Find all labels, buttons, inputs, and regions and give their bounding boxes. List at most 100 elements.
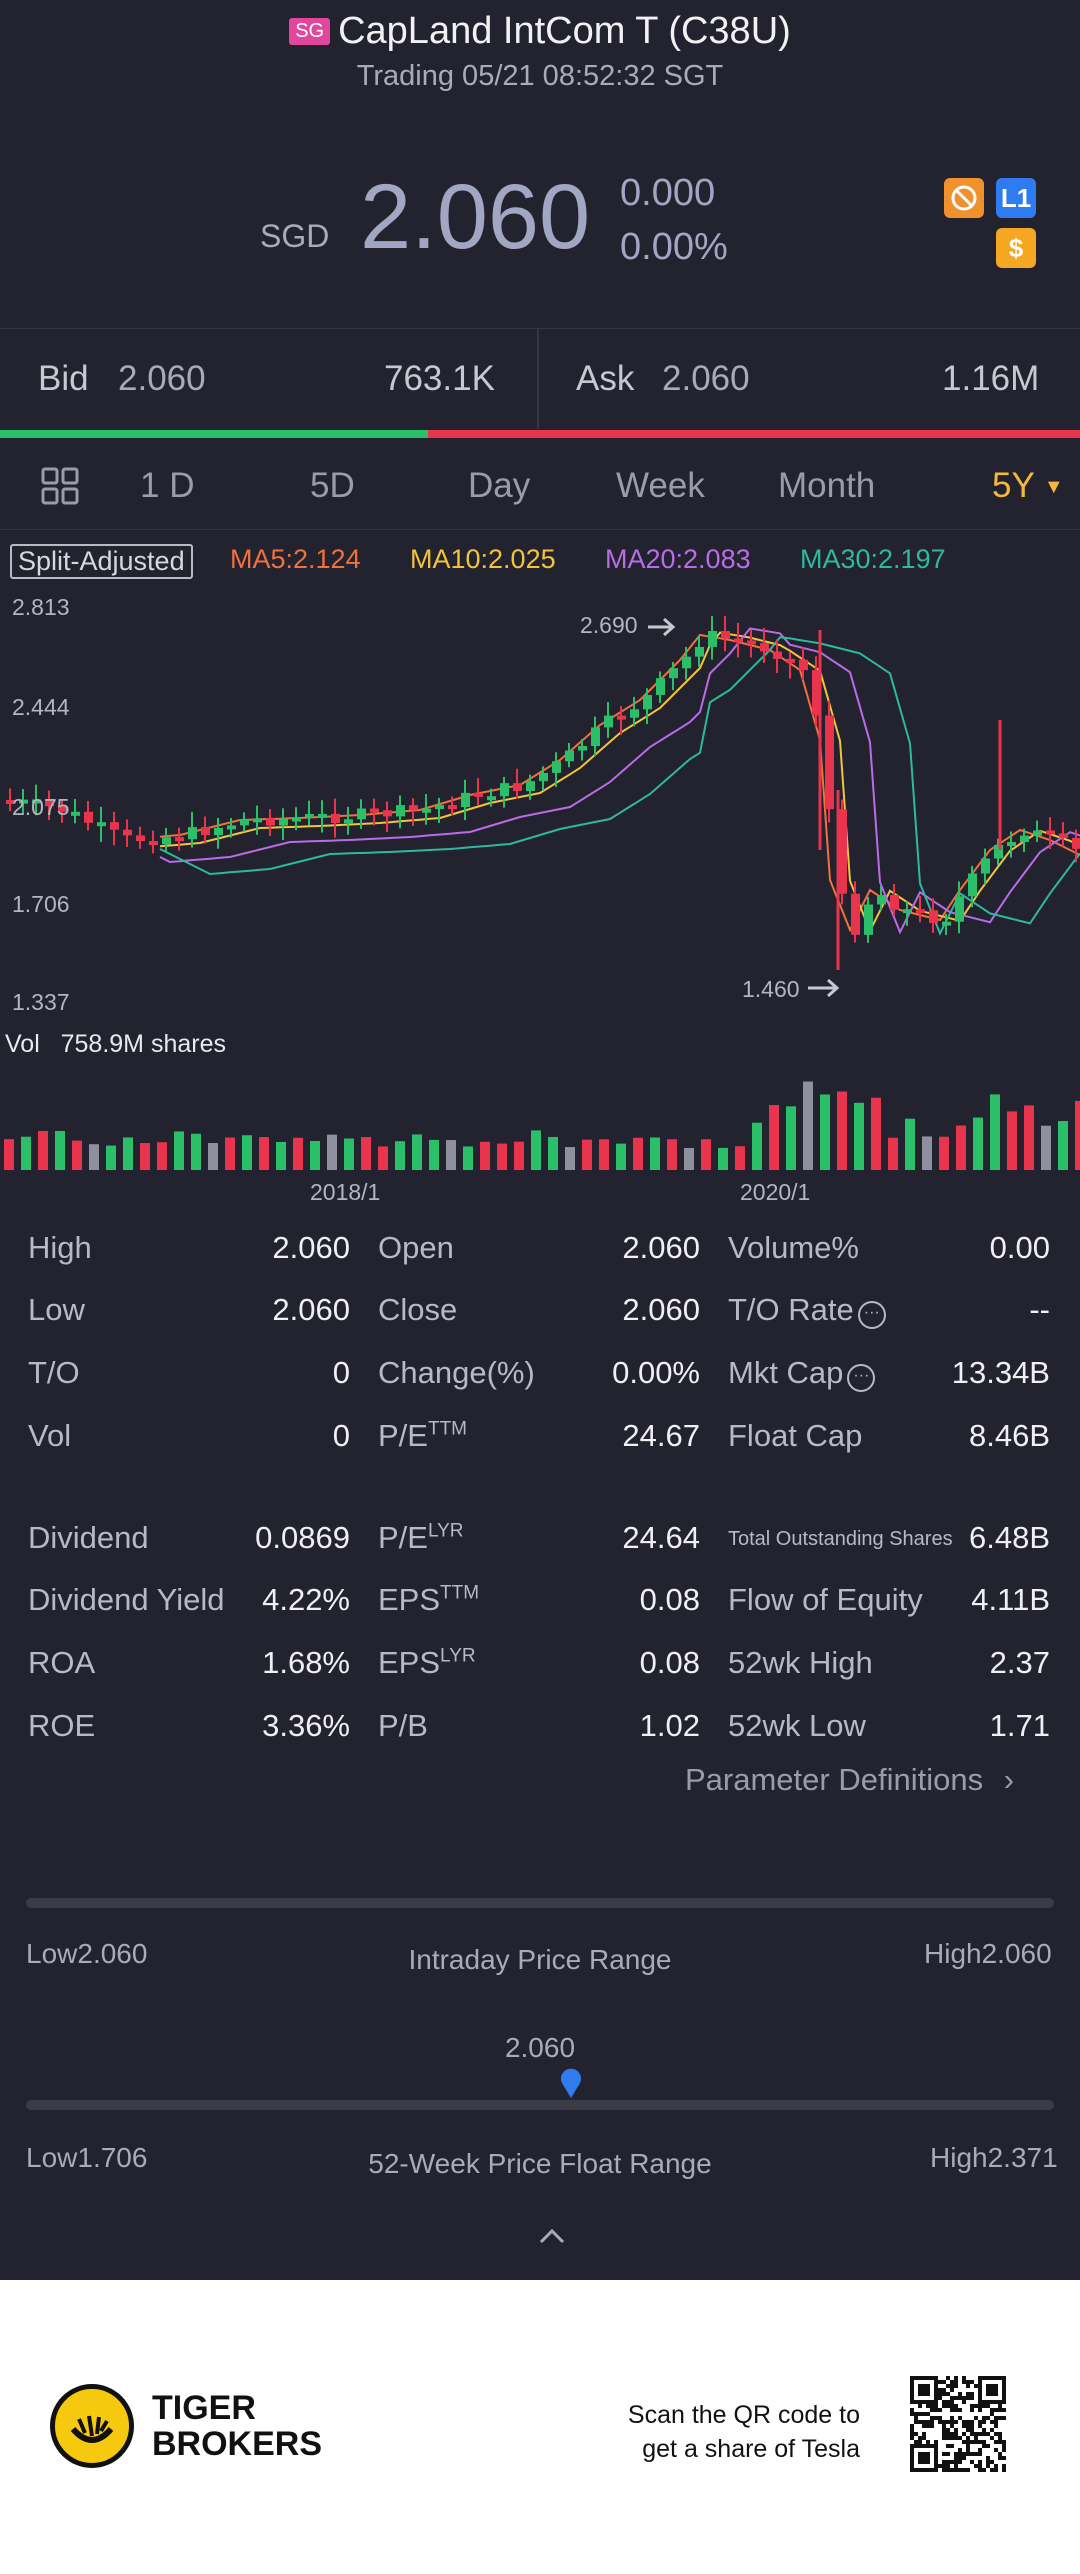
tab-5y-label: 5Y bbox=[992, 466, 1035, 505]
low-marker-label: 1.460 bbox=[742, 976, 800, 1002]
candlestick-chart[interactable]: 2.813 2.444 2.075 1.706 1.337 2.690 1.46… bbox=[0, 590, 1080, 1210]
candle bbox=[240, 819, 249, 826]
candle bbox=[175, 837, 184, 842]
volume-bar bbox=[990, 1094, 1000, 1170]
stat-label-text: P/E bbox=[378, 1418, 428, 1453]
stat-label: P/ETTM bbox=[378, 1418, 467, 1454]
brand-line-2: BROKERS bbox=[152, 2425, 323, 2463]
tab-day[interactable]: Day bbox=[468, 466, 531, 505]
stat-label: 52wk High bbox=[728, 1645, 873, 1681]
volume-bar bbox=[820, 1094, 830, 1170]
volume-bar bbox=[395, 1141, 405, 1170]
stat-label-text: T/O Rate bbox=[728, 1292, 854, 1327]
y-tick-label: 1.706 bbox=[12, 891, 70, 917]
moving-average-line bbox=[159, 633, 1080, 933]
stat-label-text: EPS bbox=[378, 1582, 441, 1617]
stat-label: ROE bbox=[28, 1708, 95, 1744]
candle bbox=[877, 895, 886, 905]
bid-ratio-fill bbox=[0, 430, 428, 438]
stat-label: P/ELYR bbox=[378, 1520, 464, 1556]
stat-label-text: Volume% bbox=[728, 1230, 859, 1265]
volume-bar bbox=[1041, 1125, 1051, 1170]
qr-code[interactable] bbox=[910, 2376, 1006, 2472]
candle bbox=[942, 921, 951, 926]
candle bbox=[357, 808, 366, 820]
volume-bar bbox=[259, 1137, 269, 1170]
volume-bar bbox=[939, 1136, 949, 1170]
candle bbox=[396, 805, 405, 817]
candle bbox=[110, 822, 119, 830]
candle bbox=[1020, 835, 1029, 843]
ma10-label: MA10:2.025 bbox=[410, 544, 556, 574]
volume-bar bbox=[769, 1105, 779, 1170]
candle bbox=[773, 651, 782, 659]
grid-icon[interactable] bbox=[40, 466, 80, 506]
candle bbox=[461, 792, 470, 808]
tab-1d[interactable]: 1 D bbox=[140, 466, 195, 505]
level1-icon[interactable]: L1 bbox=[996, 178, 1036, 218]
last-price: 2.060 bbox=[360, 166, 591, 268]
info-icon[interactable]: ··· bbox=[847, 1364, 876, 1392]
volume-bar bbox=[242, 1135, 252, 1170]
info-icon[interactable]: ··· bbox=[857, 1301, 886, 1329]
volume-bar bbox=[616, 1143, 626, 1170]
candle bbox=[903, 909, 912, 914]
promo-footer: TIGER BROKERS Scan the QR code to get a … bbox=[0, 2280, 1080, 2574]
stock-name: CapLand IntCom T (C38U) bbox=[338, 10, 791, 52]
x-tick-label: 2020/1 bbox=[740, 1179, 810, 1205]
stat-value: 1.71 bbox=[989, 1708, 1050, 1743]
candle bbox=[227, 825, 236, 830]
candle bbox=[84, 811, 93, 823]
volume-bar bbox=[225, 1137, 235, 1170]
candle bbox=[149, 841, 158, 846]
tab-5y[interactable]: 5Y ▼ bbox=[992, 466, 1064, 506]
stat-label: 52wk Low bbox=[728, 1708, 866, 1744]
volume-bar bbox=[888, 1137, 898, 1170]
moving-average-line bbox=[159, 627, 1080, 935]
stat-value: 8.46B bbox=[968, 1418, 1050, 1453]
week52-low: Low1.706 bbox=[26, 2142, 148, 2173]
parameter-definitions-label: Parameter Definitions bbox=[685, 1762, 984, 1797]
stat-label-text: Low bbox=[28, 1292, 85, 1327]
stat-label-superscript: TTM bbox=[427, 1418, 468, 1440]
stat-label-text: Total Outstanding Shares bbox=[728, 1528, 953, 1550]
current-price-marker-label: 2.060 bbox=[504, 2032, 576, 2063]
stat-label-text: P/B bbox=[378, 1708, 428, 1743]
tab-week[interactable]: Week bbox=[616, 466, 705, 505]
candle bbox=[448, 805, 457, 810]
moving-average-line bbox=[159, 636, 1080, 936]
candle bbox=[682, 656, 691, 669]
volume-bar bbox=[174, 1131, 184, 1170]
candle bbox=[136, 835, 145, 842]
candle bbox=[799, 659, 808, 671]
volume-bar bbox=[21, 1136, 31, 1170]
tab-5d[interactable]: 5D bbox=[310, 466, 355, 505]
stat-label: P/B bbox=[378, 1708, 428, 1744]
parameter-definitions-link[interactable]: Parameter Definitions › bbox=[685, 1762, 1014, 1798]
ma20-label: MA20:2.083 bbox=[605, 544, 751, 574]
bid-size: 763.1K bbox=[384, 359, 495, 398]
stat-label-text: ROA bbox=[28, 1645, 96, 1680]
volume-bar bbox=[667, 1139, 677, 1170]
candle bbox=[617, 715, 626, 720]
cancel-circle-icon[interactable] bbox=[944, 178, 984, 218]
volume-bar bbox=[565, 1147, 575, 1170]
dollar-icon[interactable]: $ bbox=[996, 228, 1036, 268]
volume-bar bbox=[599, 1139, 609, 1170]
stat-label-text: Vol bbox=[28, 1418, 72, 1453]
candle bbox=[656, 678, 665, 696]
candle bbox=[1033, 830, 1042, 836]
candle bbox=[422, 808, 431, 813]
tab-month[interactable]: Month bbox=[778, 466, 876, 505]
volume-title: Vol bbox=[5, 1030, 40, 1058]
volume-bar bbox=[1058, 1121, 1068, 1170]
chevron-up-icon[interactable] bbox=[538, 2226, 566, 2246]
candle bbox=[955, 896, 964, 922]
candle bbox=[318, 813, 327, 818]
candle bbox=[669, 668, 678, 679]
volume-bar bbox=[344, 1138, 354, 1170]
candle bbox=[97, 822, 106, 827]
split-adjusted-toggle[interactable]: Split-Adjusted bbox=[10, 544, 193, 579]
volume-label: Vol 758.9M shares bbox=[5, 1030, 226, 1059]
stat-value: 2.37 bbox=[989, 1645, 1050, 1680]
